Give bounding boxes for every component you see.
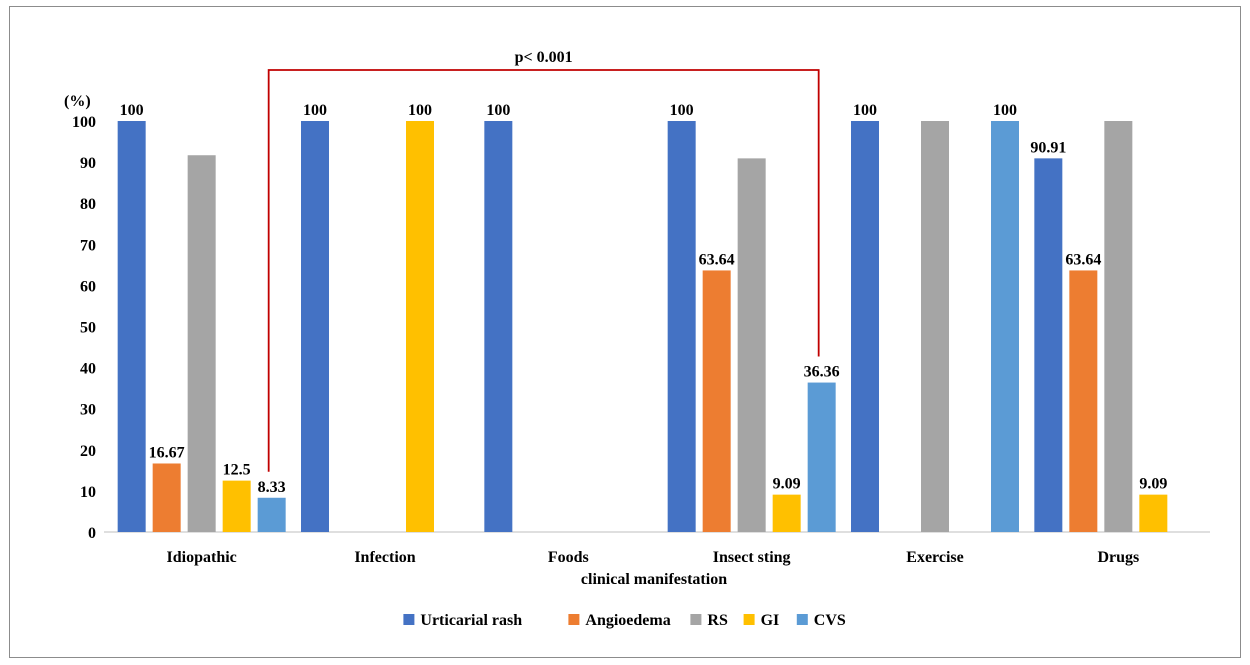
bar: [1139, 494, 1168, 532]
data-label: 90.91: [1030, 139, 1066, 156]
bar: [667, 121, 696, 532]
bar: [1104, 121, 1133, 532]
data-label: 8.33: [258, 479, 286, 496]
bar: [772, 494, 801, 532]
bars: [117, 121, 1168, 532]
data-label: 100: [408, 102, 432, 119]
legend-label: Angioedema: [585, 612, 670, 629]
data-label: 16.67: [149, 444, 185, 461]
x-tick-label: Drugs: [1097, 549, 1139, 566]
legend-swatch: [743, 614, 755, 625]
bar: [301, 121, 329, 532]
bar: [737, 158, 766, 532]
y-tick-label: 40: [80, 361, 96, 378]
bar: [257, 497, 286, 532]
data-label: 63.64: [1065, 251, 1101, 268]
x-axis-label: clinical manifestation: [581, 571, 727, 588]
p-value-annotation: p< 0.001: [515, 49, 573, 66]
data-label: 100: [303, 102, 327, 119]
data-label: 36.36: [804, 364, 840, 381]
bar: [222, 480, 251, 532]
legend-swatch: [796, 614, 808, 625]
bar: [921, 121, 949, 532]
bar: [187, 155, 216, 532]
legend-label: RS: [707, 612, 728, 629]
x-tick-label: Foods: [548, 549, 589, 566]
data-label: 100: [486, 102, 510, 119]
bar: [1034, 158, 1063, 532]
y-tick-label: 0: [88, 525, 96, 542]
bracket-line: [267, 69, 820, 472]
data-label: 100: [993, 102, 1017, 119]
data-label: 12.5: [223, 462, 251, 479]
x-tick-label: Insect sting: [713, 549, 791, 566]
y-tick-label: 80: [80, 196, 96, 213]
y-tick-label: 70: [80, 237, 96, 254]
bar: [807, 382, 836, 532]
data-label: 63.64: [699, 251, 735, 268]
legend: Urticarial rash Angioedema RS GI CVS: [403, 612, 846, 629]
bar: [851, 121, 879, 532]
x-tick-label: Idiopathic: [167, 549, 237, 566]
data-label: 9.09: [773, 476, 801, 493]
data-labels: 100 100 100 100 100 90.91 16.67 63.64 63.64 12.5 1…: [120, 102, 1168, 496]
bar: [1069, 270, 1098, 532]
data-label: 100: [853, 102, 877, 119]
x-tick-label: Infection: [354, 549, 415, 566]
legend-swatch: [403, 614, 415, 625]
bar: [152, 463, 181, 532]
legend-swatch: [568, 614, 580, 625]
y-tick-label: 100: [72, 114, 96, 131]
data-label: 9.09: [1139, 476, 1167, 493]
y-tick-label: 90: [80, 155, 96, 172]
bar: [702, 270, 731, 532]
y-tick-label: 10: [80, 484, 96, 501]
axes: 0 10 20 30 40 50 60 70 80 90 100 Idiopathic Infectio…: [72, 114, 1210, 566]
x-tick-label: Exercise: [906, 549, 963, 566]
bar: [484, 121, 513, 532]
data-label: 100: [670, 102, 694, 119]
legend-label: CVS: [814, 612, 846, 629]
legend-swatch: [690, 614, 702, 625]
data-label: 100: [120, 102, 144, 119]
bar: [991, 121, 1019, 532]
bar: [406, 121, 434, 532]
legend-label: Urticarial rash: [420, 612, 522, 629]
y-tick-label: 30: [80, 402, 96, 419]
significance-bracket: p< 0.001: [267, 49, 820, 472]
bar: [117, 121, 146, 532]
legend-label: GI: [761, 612, 780, 629]
y-tick-label: 60: [80, 278, 96, 295]
y-tick-label: 50: [80, 320, 96, 337]
y-tick-label: 20: [80, 443, 96, 460]
y-axis-label: (%): [64, 93, 91, 110]
